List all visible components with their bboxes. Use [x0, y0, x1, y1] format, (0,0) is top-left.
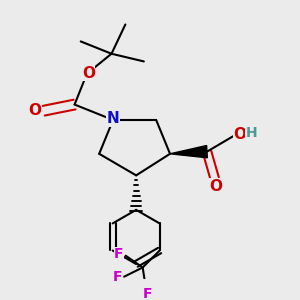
- Text: H: H: [246, 126, 257, 140]
- Text: O: O: [82, 66, 95, 81]
- Text: O: O: [28, 103, 42, 118]
- Text: F: F: [142, 287, 152, 300]
- Text: F: F: [114, 247, 124, 261]
- Text: N: N: [107, 111, 119, 126]
- Text: O: O: [234, 127, 247, 142]
- Text: O: O: [209, 178, 222, 194]
- Polygon shape: [170, 146, 207, 158]
- Text: F: F: [113, 270, 122, 284]
